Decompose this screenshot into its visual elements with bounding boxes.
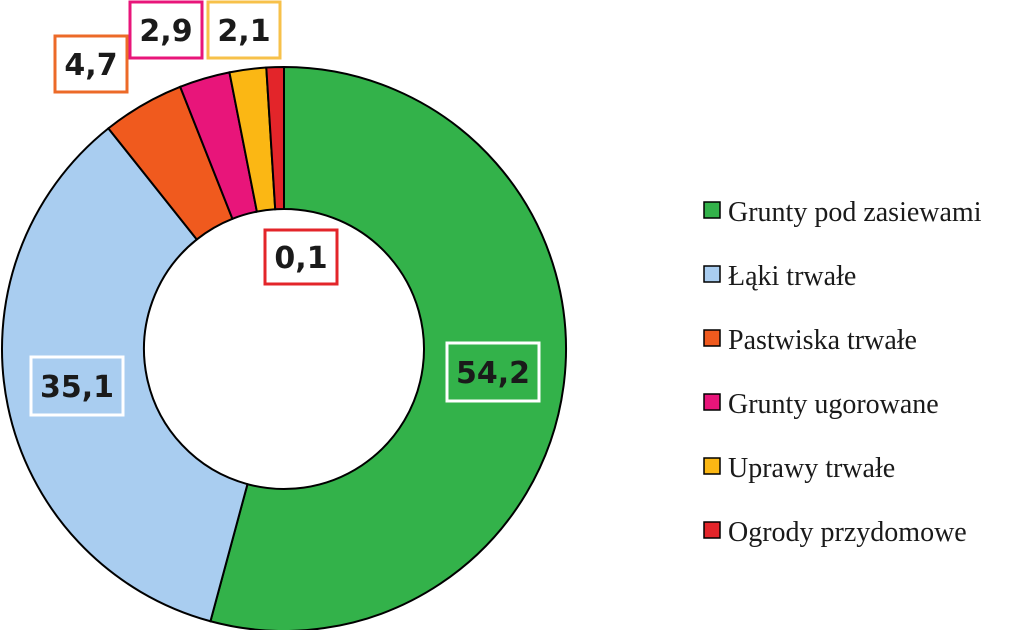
data-label-value: 2,1 bbox=[217, 14, 270, 49]
data-label-ogrody-przydomowe: 0,1 bbox=[263, 228, 339, 286]
legend-label: Łąki trwałe bbox=[728, 261, 856, 292]
chart-data-labels: 54,2 35,1 4,7 2,9 2,1 0,1 bbox=[29, 0, 541, 417]
legend-label: Uprawy trwałe bbox=[728, 453, 895, 484]
data-label-grunty-pod-zasiewami: 54,2 bbox=[445, 341, 541, 403]
slice-laki-trwale bbox=[1, 126, 249, 623]
legend-swatch bbox=[703, 329, 721, 347]
legend-label: Ogrody przydomowe bbox=[728, 517, 967, 548]
legend-item-laki-trwale: Łąki trwałe bbox=[703, 261, 856, 292]
legend-label: Pastwiska trwałe bbox=[728, 325, 917, 356]
data-label-value: 35,1 bbox=[40, 370, 114, 405]
data-label-box bbox=[29, 355, 125, 417]
data-label-value: 4,7 bbox=[64, 48, 117, 83]
slice-grunty-pod-zasiewami bbox=[209, 65, 567, 630]
legend-item-grunty-ugorowane: Grunty ugorowane bbox=[703, 389, 939, 420]
legend-swatch bbox=[703, 201, 721, 219]
data-label-value: 2,9 bbox=[139, 14, 192, 49]
data-label-grunty-ugorowane: 2,9 bbox=[128, 0, 204, 60]
legend-item-grunty-pod-zasiewami: Grunty pod zasiewami bbox=[703, 197, 982, 228]
data-label-pastwiska-trwale: 4,7 bbox=[53, 34, 129, 94]
chart-slices bbox=[1, 65, 567, 630]
legend-item-pastwiska-trwale: Pastwiska trwałe bbox=[703, 325, 917, 356]
data-label-box bbox=[263, 228, 339, 286]
legend-swatch bbox=[703, 457, 721, 475]
data-label-value: 0,1 bbox=[274, 241, 327, 276]
data-label-box bbox=[445, 341, 541, 403]
legend-item-ogrody-przydomowe: Ogrody przydomowe bbox=[703, 517, 967, 548]
slice-ogrody-przydomowe bbox=[265, 65, 285, 211]
legend-swatch bbox=[703, 393, 721, 411]
legend-label: Grunty ugorowane bbox=[728, 389, 939, 420]
legend-label: Grunty pod zasiewami bbox=[728, 197, 982, 228]
data-label-box bbox=[53, 34, 129, 94]
legend-item-uprawy-trwale: Uprawy trwałe bbox=[703, 453, 895, 484]
data-label-value: 54,2 bbox=[456, 356, 530, 391]
data-label-uprawy-trwale: 2,1 bbox=[206, 0, 282, 60]
chart-legend: Grunty pod zasiewami Łąki trwałe Pastwiska… bbox=[703, 197, 982, 548]
data-label-box bbox=[206, 0, 282, 60]
legend-swatch bbox=[703, 521, 721, 539]
data-label-laki-trwale: 35,1 bbox=[29, 355, 125, 417]
data-label-box bbox=[128, 0, 204, 60]
legend-swatch bbox=[703, 265, 721, 283]
